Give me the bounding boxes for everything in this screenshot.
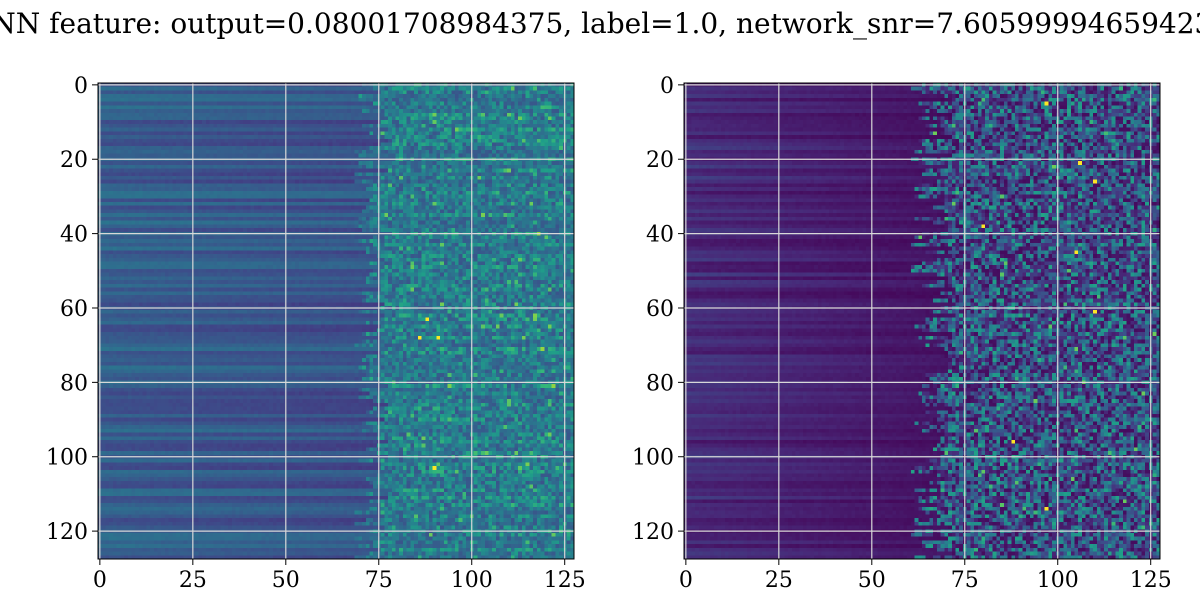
heatmap-cells: [98, 83, 574, 559]
x-tick-label: 0: [93, 568, 107, 593]
heatmap-left: 0 25 50 75 100 125 0 20 40 60 80 100 120: [46, 74, 586, 593]
y-tick-label: 60: [60, 297, 88, 322]
x-tick-label: 75: [951, 568, 979, 593]
y-tick-label: 80: [60, 371, 88, 396]
y-tick-label: 0: [660, 74, 674, 99]
y-tick-label: 100: [46, 446, 88, 471]
heatmap-right: 0 25 50 75 100 125 0 20 40 60 80 100 120: [632, 74, 1172, 593]
heatmap-cells: [684, 83, 1160, 559]
x-tick-label: 25: [179, 568, 207, 593]
figure-title: CNN feature: output=0.08001708984375, la…: [0, 7, 1200, 40]
x-tick-label: 125: [544, 568, 586, 593]
x-tick-label: 100: [1037, 568, 1079, 593]
x-tick-label: 100: [451, 568, 493, 593]
x-tick-label: 125: [1130, 568, 1172, 593]
plot-frame: [97, 82, 575, 560]
y-tick-label: 40: [60, 223, 88, 248]
y-tick-label: 60: [646, 297, 674, 322]
plot-frame: [683, 82, 1161, 560]
y-tick-label: 0: [74, 74, 88, 99]
y-tick-label: 40: [646, 223, 674, 248]
y-tick-label: 20: [60, 148, 88, 173]
y-tick-label: 120: [632, 520, 674, 545]
y-tick-label: 100: [632, 446, 674, 471]
y-tick-label: 80: [646, 371, 674, 396]
x-tick-label: 75: [365, 568, 393, 593]
x-tick-label: 25: [765, 568, 793, 593]
y-tick-label: 120: [46, 520, 88, 545]
y-tick-label: 20: [646, 148, 674, 173]
x-tick-label: 50: [858, 568, 886, 593]
x-tick-label: 50: [272, 568, 300, 593]
x-tick-label: 0: [679, 568, 693, 593]
